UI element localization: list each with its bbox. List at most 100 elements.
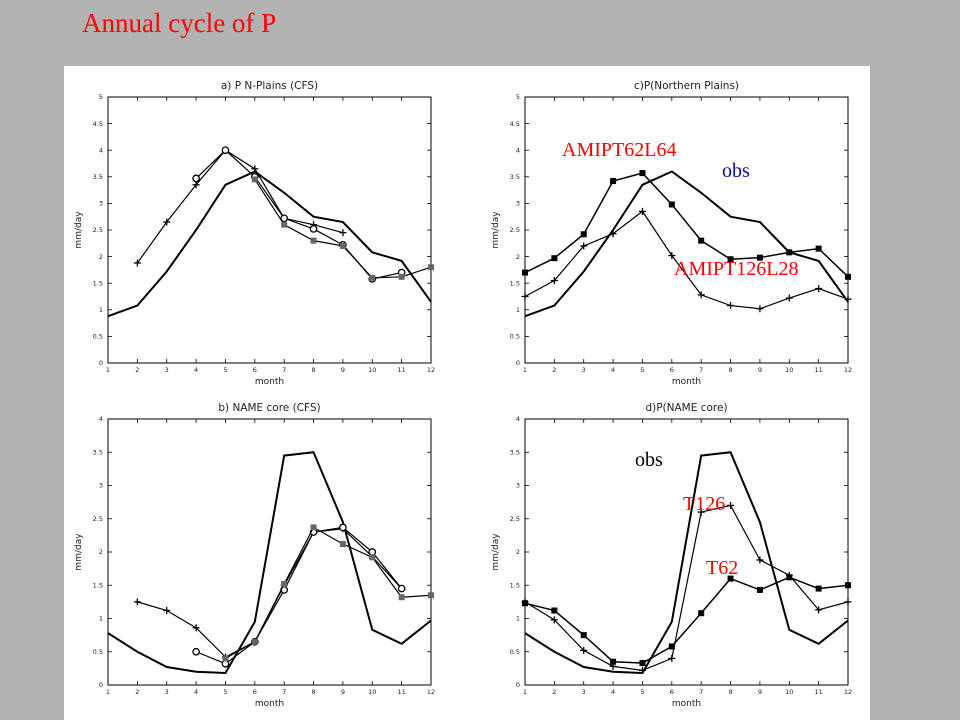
- data-point-square: [580, 231, 587, 238]
- chart-b: b) NAME core (CFS)00.511.522.533.541 2 3 4 5…: [74, 402, 435, 709]
- x-tick-label: 3: [165, 366, 169, 374]
- chart-title: c)P(Northern Plains): [634, 80, 739, 92]
- data-point-square: [369, 554, 376, 561]
- x-axis-label: month: [672, 699, 701, 709]
- data-point-square: [727, 256, 734, 263]
- data-point-square: [551, 607, 558, 614]
- data-point-plus: [163, 218, 171, 226]
- x-tick-label: 2: [135, 688, 139, 696]
- data-point-circle: [192, 647, 200, 656]
- data-point-plus: [580, 242, 588, 250]
- y-tick-label: 4: [516, 146, 520, 154]
- data-point-square: [281, 221, 288, 228]
- y-tick-label: 0: [99, 359, 103, 367]
- x-tick-label: 9: [341, 688, 345, 696]
- y-tick-label: 2: [516, 253, 520, 261]
- x-tick-label: 10: [785, 366, 793, 374]
- x-tick-label: 9: [758, 366, 762, 374]
- series-t126: [521, 501, 852, 674]
- data-point-square: [398, 273, 405, 280]
- chart-title: b) NAME core (CFS): [218, 402, 320, 414]
- data-point-plus: [638, 207, 646, 215]
- x-tick-label: 7: [282, 366, 286, 374]
- y-tick-label: 1: [516, 615, 520, 623]
- series-annotation: T126: [683, 493, 725, 515]
- data-point-square: [727, 575, 734, 582]
- y-tick-label: 3.5: [510, 173, 520, 181]
- series-line: [524, 451, 849, 675]
- data-point-square: [698, 237, 705, 244]
- x-tick-label: 5: [640, 688, 644, 696]
- series-obs: [107, 451, 432, 675]
- y-tick-label: 3.5: [93, 173, 103, 181]
- x-tick-label: 1: [523, 688, 527, 696]
- x-tick-label: 9: [341, 366, 345, 374]
- data-point-plus: [609, 230, 617, 238]
- data-point-square: [610, 658, 617, 665]
- data-point-plus: [697, 291, 705, 299]
- data-point-plus: [550, 616, 558, 624]
- data-point-plus: [580, 646, 588, 654]
- x-tick-label: 1: [106, 366, 110, 374]
- series-annotation: T62: [706, 557, 738, 579]
- series-line: [524, 210, 849, 310]
- data-point-plus: [844, 295, 852, 303]
- x-tick-label: 12: [427, 366, 435, 374]
- y-tick-label: 0: [99, 681, 103, 689]
- series-line: [524, 170, 849, 318]
- y-axis-label: mm/day: [74, 211, 84, 249]
- x-tick-label: 12: [844, 366, 852, 374]
- data-point-plus: [339, 229, 347, 237]
- data-point-square: [369, 274, 376, 281]
- data-point-square: [222, 655, 229, 662]
- series-gray-square: [222, 524, 434, 662]
- y-tick-label: 1.5: [510, 581, 520, 589]
- data-point-plus: [815, 285, 823, 293]
- x-tick-label: 10: [368, 688, 376, 696]
- chart-c: c)P(Northern Plains) 0 0.5 1 1.5 2 2.5 3 3.5 4 4.5…: [491, 80, 852, 387]
- series-line: [254, 179, 432, 279]
- x-tick-label: 4: [611, 688, 615, 696]
- y-tick-label: 4: [99, 146, 103, 154]
- data-point-plus: [550, 277, 558, 285]
- slide-title: Annual cycle of P: [82, 8, 277, 38]
- series-amipt62l64: [522, 170, 851, 280]
- series-line: [136, 149, 344, 264]
- x-tick-label: 6: [253, 366, 257, 374]
- data-point-circle: [368, 548, 377, 556]
- y-tick-label: 2: [99, 548, 103, 556]
- data-point-square: [339, 541, 346, 548]
- x-tick-label: 8: [728, 688, 732, 696]
- data-point-circle: [221, 146, 230, 155]
- y-tick-label: 1: [516, 306, 520, 314]
- series-annotation: AMIPT126L28: [674, 258, 798, 280]
- data-point-square: [639, 170, 646, 177]
- x-tick-label: 12: [844, 688, 852, 696]
- x-tick-label: 5: [223, 688, 227, 696]
- data-point-circle: [280, 214, 289, 223]
- y-tick-label: 1: [99, 615, 103, 623]
- data-point-plus: [521, 293, 529, 300]
- chart-title: a) P N-Plains (CFS): [221, 80, 318, 92]
- x-tick-label: 3: [582, 366, 586, 374]
- data-point-square: [522, 269, 528, 276]
- x-tick-label: 11: [397, 688, 405, 696]
- x-tick-label: 1: [106, 688, 110, 696]
- y-tick-label: 3: [99, 482, 103, 490]
- series-line: [195, 526, 403, 665]
- x-tick-label: 8: [311, 366, 315, 374]
- data-point-square: [845, 273, 851, 280]
- data-point-plus: [638, 666, 646, 674]
- y-tick-label: 0: [516, 359, 520, 367]
- x-tick-label: 3: [165, 688, 169, 696]
- y-tick-label: 0.5: [510, 648, 520, 656]
- x-tick-label: 10: [785, 688, 793, 696]
- y-tick-label: 2.5: [93, 515, 103, 523]
- data-point-square: [251, 176, 258, 183]
- y-tick-label: 3.5: [510, 448, 520, 456]
- data-point-plus: [521, 598, 529, 606]
- y-tick-label: 2.5: [93, 226, 103, 234]
- y-tick-label: 1: [99, 306, 103, 314]
- y-axis-label: mm/day: [74, 533, 84, 571]
- data-point-square: [428, 592, 434, 599]
